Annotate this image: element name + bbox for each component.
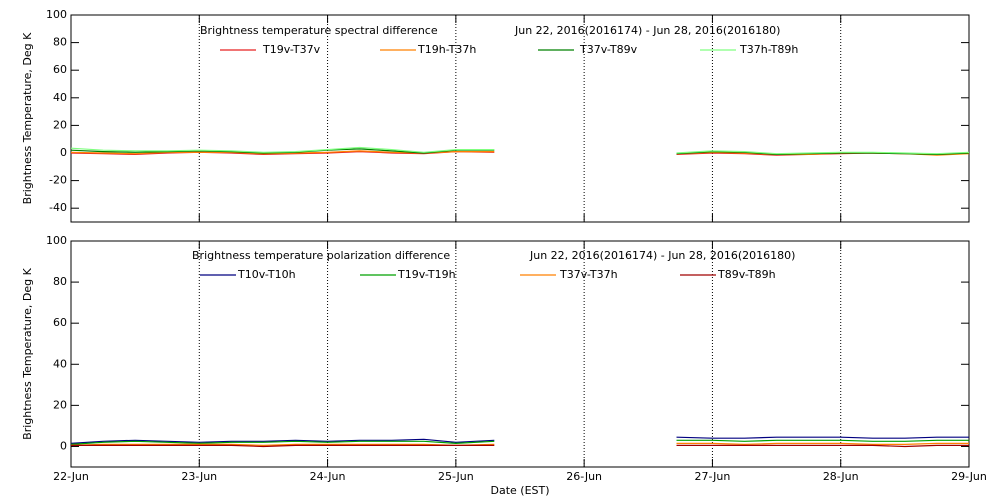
y-tick-label: 60 <box>53 63 67 76</box>
y-axis-label: Brightness Temperature, Deg K <box>21 32 34 204</box>
y-tick-label: 100 <box>46 8 67 21</box>
y-tick-label: 80 <box>53 36 67 49</box>
series-line <box>70 439 969 445</box>
y-tick-label: -40 <box>49 201 67 214</box>
y-tick-label: -20 <box>49 174 67 187</box>
legend-label: T89v-T89h <box>717 268 776 281</box>
y-tick-label: 80 <box>53 275 67 288</box>
x-tick-label: 26-Jun <box>566 470 602 483</box>
x-tick-label: 23-Jun <box>181 470 217 483</box>
chart-title: Brightness temperature polarization diff… <box>192 249 450 262</box>
x-tick-label: 22-Jun <box>53 470 89 483</box>
series-line <box>70 148 970 156</box>
x-tick-label: 25-Jun <box>438 470 474 483</box>
legend-label: T37v-T37h <box>559 268 618 281</box>
x-tick-label: 28-Jun <box>823 470 859 483</box>
y-tick-label: 0 <box>60 146 67 159</box>
legend-label: T19v-T19h <box>397 268 456 281</box>
x-tick-label: 24-Jun <box>310 470 346 483</box>
chart-subtitle: Jun 22, 2016(2016174) - Jun 28, 2016(201… <box>529 249 795 262</box>
y-tick-label: 60 <box>53 316 67 329</box>
y-tick-label: 100 <box>46 234 67 247</box>
y-tick-label: 0 <box>60 439 67 452</box>
y-tick-label: 20 <box>53 118 67 131</box>
series-line <box>70 436 969 444</box>
y-tick-label: 40 <box>53 91 67 104</box>
legend-label: T19h-T37h <box>417 43 476 56</box>
plot-frame <box>70 240 970 468</box>
y-tick-label: 20 <box>53 398 67 411</box>
chart-title: Brightness temperature spectral differen… <box>200 24 438 37</box>
x-axis-label: Date (EST) <box>490 484 549 497</box>
x-tick-label: 27-Jun <box>695 470 731 483</box>
y-axis-label: Brightness Temperature, Deg K <box>21 267 34 439</box>
series-line <box>71 444 969 448</box>
legend-label: T37h-T89h <box>739 43 798 56</box>
y-tick-label: 40 <box>53 357 67 370</box>
x-tick-label: 29-Jun <box>951 470 987 483</box>
legend-label: T19v-T37v <box>262 43 321 56</box>
legend-label: T37v-T89v <box>579 43 638 56</box>
series-line <box>70 146 970 155</box>
legend-label: T10v-T10h <box>237 268 296 281</box>
chart-subtitle: Jun 22, 2016(2016174) - Jun 28, 2016(201… <box>514 24 780 37</box>
series-line <box>70 442 969 447</box>
plot-frame <box>70 14 970 223</box>
